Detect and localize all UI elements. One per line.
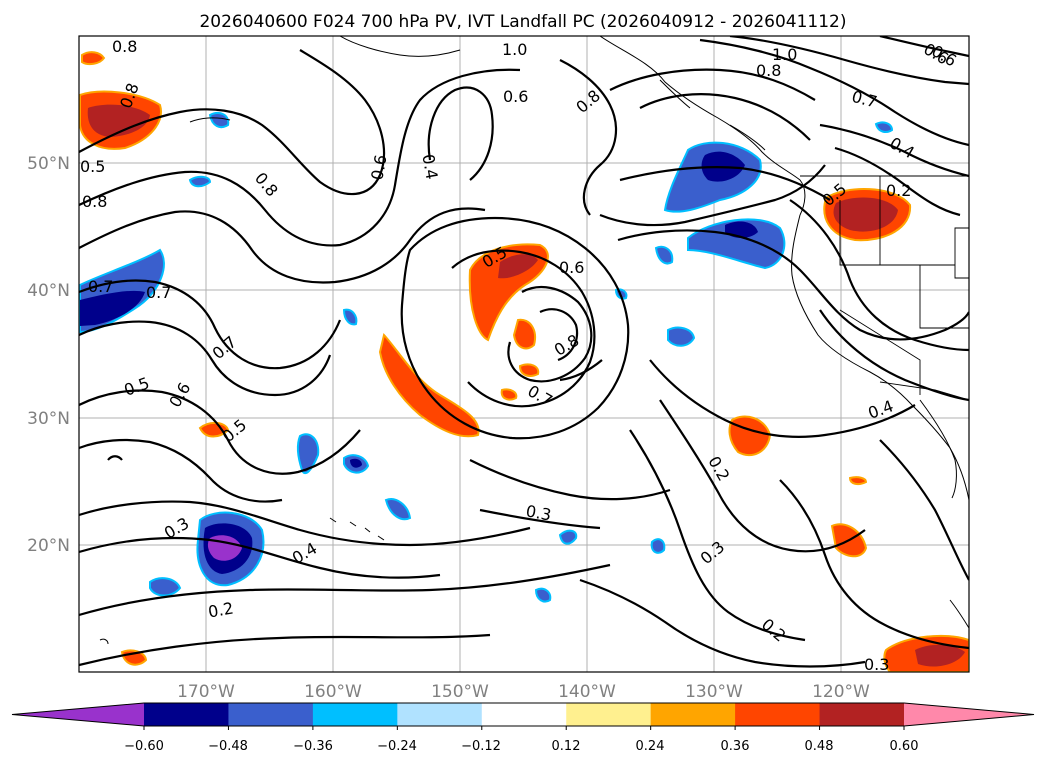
negative-anomaly — [667, 326, 696, 347]
positive-anomaly — [518, 363, 540, 377]
negative-anomaly — [650, 538, 666, 554]
colorbar-segment — [397, 703, 483, 726]
negative-anomaly — [725, 221, 758, 238]
positive-anomaly — [848, 476, 868, 486]
contour-label: 0.6 — [559, 258, 584, 277]
map-panel: 0.8 0.8 0.8 0.8 0.7 0.7 1.0 0.6 0.8 1.0 … — [78, 35, 970, 674]
negative-anomaly — [296, 433, 320, 475]
contour-label: 0.2 — [886, 181, 911, 200]
lon-label-140w: 140°W — [558, 682, 616, 702]
contour-label: 0.8 — [756, 61, 781, 80]
contour-label: 0.6 — [503, 87, 528, 106]
lon-label-130w: 130°W — [685, 682, 743, 702]
colorbar-tick-label: 0.36 — [721, 739, 750, 754]
negative-anomaly — [384, 498, 412, 521]
negative-anomaly — [188, 175, 212, 188]
colorbar-extend-high — [904, 703, 1034, 726]
colorbar-segment — [819, 703, 905, 726]
colorbar-segment — [735, 703, 821, 726]
colorbar-segment — [650, 703, 736, 726]
colorbar-tick-label: −0.60 — [124, 739, 164, 754]
colorbar-extend-low — [12, 703, 144, 726]
colorbar-tick-label: −0.12 — [461, 739, 501, 754]
negative-anomaly — [149, 577, 182, 597]
positive-anomaly — [198, 422, 230, 438]
figure-title: 2026040600 F024 700 hPa PV, IVT Landfall… — [199, 12, 846, 32]
lat-label-30n: 30°N — [27, 409, 70, 429]
positive-anomaly — [512, 318, 536, 350]
positive-anomaly — [81, 51, 106, 66]
colorbar-tick-label: 0.12 — [552, 739, 581, 754]
negative-anomaly — [208, 112, 230, 129]
lon-label-150w: 150°W — [431, 682, 489, 702]
coastlines — [99, 36, 969, 645]
negative-anomaly — [534, 587, 552, 603]
contour-label: 0.2 — [207, 598, 235, 621]
colorbar-segment — [144, 703, 229, 726]
negative-anomaly — [350, 458, 362, 468]
contour-label: 0.8 — [82, 192, 107, 211]
lat-label-40n: 40°N — [27, 281, 70, 301]
pv-contours — [79, 36, 969, 668]
positive-anomaly — [500, 388, 518, 401]
contour-labels: 0.8 0.8 0.8 0.8 0.7 0.7 1.0 0.6 0.8 1.0 … — [80, 37, 960, 674]
colorbar-segment — [228, 703, 314, 726]
colorbar-tick-label: 0.24 — [636, 739, 665, 754]
positive-anomaly — [833, 197, 898, 232]
contour-label: 0.6 — [367, 153, 390, 181]
colorbar — [11, 702, 1035, 730]
positive-anomaly — [498, 254, 538, 279]
contour-label: 0.8 — [112, 37, 137, 56]
lon-label-120w: 120°W — [812, 682, 870, 702]
colorbar-tick-label: 0.60 — [890, 739, 919, 754]
colorbar-tick-label: −0.24 — [377, 739, 417, 754]
colorbar-tick-label: −0.48 — [208, 739, 248, 754]
contour-label: 0.3 — [524, 501, 552, 524]
contour-label: 0.5 — [80, 157, 105, 176]
colorbar-tick-label: −0.36 — [293, 739, 333, 754]
contour-label: 1.0 — [772, 45, 797, 64]
longitude-labels: 170°W 160°W 150°W 140°W 130°W 120°W — [177, 682, 870, 702]
contour-label: 0.4 — [418, 153, 441, 181]
latitude-labels: 50°N 40°N 30°N 20°N — [27, 154, 70, 556]
lat-label-20n: 20°N — [27, 536, 70, 556]
negative-anomaly — [874, 121, 894, 133]
lon-label-160w: 160°W — [304, 682, 362, 702]
contour-label: 0.7 — [88, 277, 113, 296]
colorbar-segment — [481, 703, 567, 726]
contour-label: 0.3 — [864, 655, 889, 674]
colorbar-ticks: −0.60 −0.48 −0.36 −0.24 −0.12 0.12 0.24 … — [124, 739, 918, 754]
negative-anomaly — [558, 529, 578, 545]
negative-anomaly — [654, 245, 674, 265]
colorbar-segment — [312, 703, 398, 726]
colorbar-tick-label: 0.48 — [805, 739, 834, 754]
lat-label-50n: 50°N — [27, 154, 70, 174]
contour-label: 1.0 — [502, 40, 527, 59]
contour-label: 0.7 — [146, 283, 171, 302]
lon-label-170w: 170°W — [177, 682, 235, 702]
negative-anomaly — [342, 308, 358, 326]
positive-anomaly — [87, 104, 150, 137]
negative-anomaly — [80, 290, 145, 326]
colorbar-segment — [566, 703, 652, 726]
positive-anomaly — [915, 644, 965, 667]
